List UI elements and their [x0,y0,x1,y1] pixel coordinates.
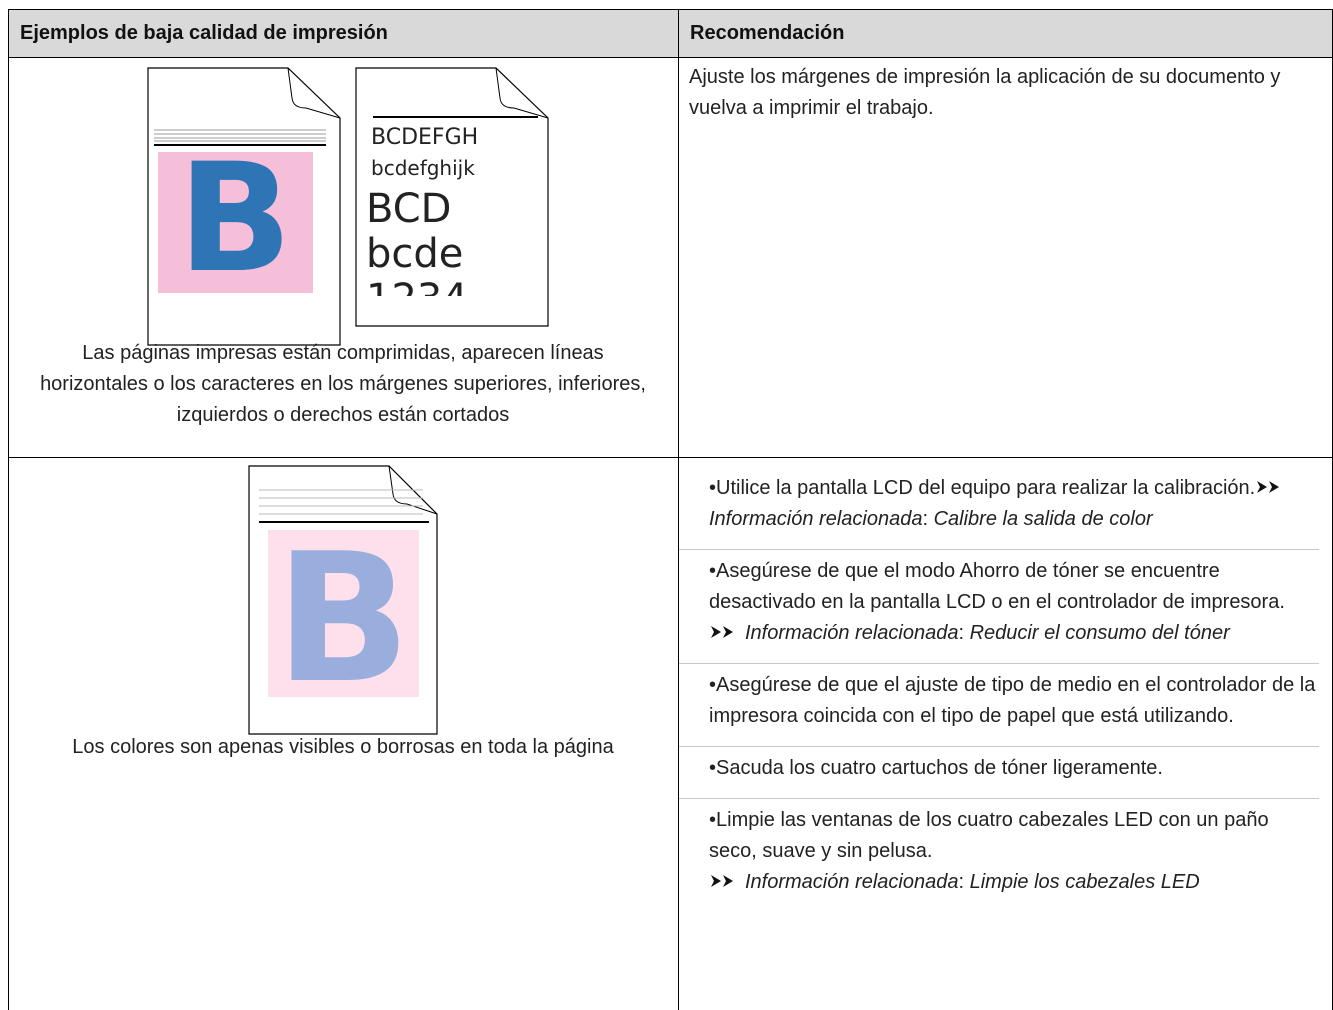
sample-glyph: B [178,132,292,306]
illustration: B [248,465,438,735]
header-text: Recomendación [690,22,845,44]
sample-text: 1234 [366,276,468,322]
list-item: •Sacuda los cuatro cartuchos de tóner li… [679,746,1319,798]
header-cell: Recomendación [679,10,1332,57]
item-text: Sacuda los cuatro cartuchos de tóner lig… [716,757,1163,779]
header-text: Ejemplos de baja calidad de impresión [20,22,388,44]
arrow-icon [1257,481,1280,493]
separator: : [958,871,965,893]
related-link[interactable]: Calibre la salida de color [933,508,1153,530]
bullet: • [709,674,717,696]
note: Información relacionada: Reducir el cons… [709,618,1319,649]
border [8,9,1333,10]
border [678,9,679,1010]
bullet: • [709,477,717,499]
bullet: • [709,757,717,779]
border [8,9,9,1010]
separator: : [922,508,929,530]
item-text: Asegúrese de que el ajuste de tipo de me… [709,674,1316,727]
item-text: Utilice la pantalla LCD del equipo para … [716,477,1256,499]
item-text: Asegúrese de que el modo Ahorro de tóner… [709,560,1285,613]
related-link[interactable]: Reducir el consumo del tóner [969,622,1230,644]
related-label[interactable]: Información relacionada [709,508,923,530]
note: Información relacionada: Limpie los cabe… [709,867,1319,898]
sample-text: bcdefghijk [371,156,475,180]
bullet: • [709,809,717,831]
item-text: Limpie las ventanas de los cuatro cabeza… [709,809,1269,862]
related-link[interactable]: Limpie los cabezales LED [969,871,1200,893]
recommendation: Ajuste los márgenes de impresión la apli… [689,66,1281,119]
recommendation-list: •Utilice la pantalla LCD del equipo para… [679,467,1319,912]
caption: Las páginas impresas están comprimidas, … [40,342,646,426]
arrow-icon [711,875,733,887]
related-label[interactable]: Información relacionada [745,622,959,644]
list-item: •Asegúrese de que el modo Ahorro de tóne… [679,549,1319,663]
border [8,457,1333,458]
sample-text: BCDEFGH [371,125,478,150]
list-item: •Limpie las ventanas de los cuatro cabez… [679,798,1319,912]
list-item: •Utilice la pantalla LCD del equipo para… [679,467,1319,549]
list-item: •Asegúrese de que el ajuste de tipo de m… [679,663,1319,746]
caption: Los colores son apenas visibles o borros… [72,736,614,758]
sample-text: BCD [366,186,451,232]
border [8,57,1333,58]
arrow-icon [711,626,733,638]
sample-text: bcde [366,231,463,277]
header-cell: Ejemplos de baja calidad de impresión [8,10,678,57]
illustration: B BCDEFGH bcdefghijk BCD bcde 1234 [147,67,549,346]
sample-glyph: B [275,515,411,722]
bullet: • [709,560,717,582]
related-label[interactable]: Información relacionada [745,871,959,893]
separator: : [958,622,965,644]
